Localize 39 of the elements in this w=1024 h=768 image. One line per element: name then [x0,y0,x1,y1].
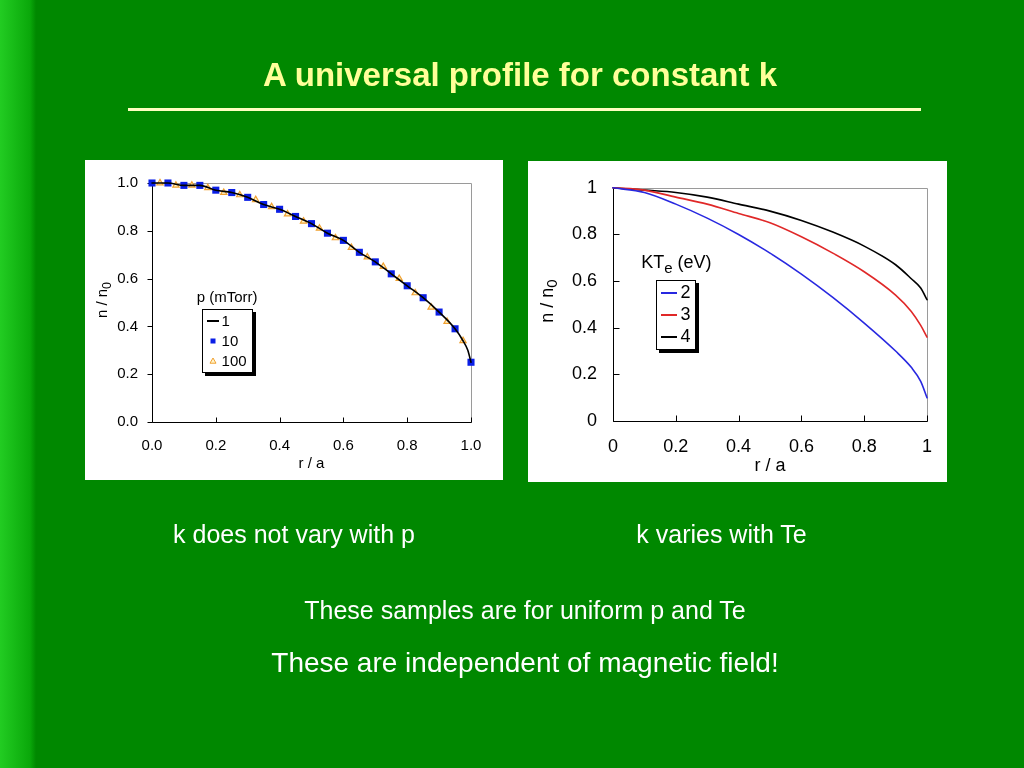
x-tick-label: 0.6 [788,435,814,456]
y-tick-label: 1 [586,176,597,197]
y-tick-label: 0.2 [117,364,138,382]
text: k varies with Te [636,519,807,549]
y-tick-label: 0.6 [117,268,138,286]
legend-title: KT$_{e}$ (eV) [641,252,712,277]
text: These are independent of magnetic field! [271,646,779,680]
x-tick-label: 0.6 [332,436,354,454]
legend-label: 3 [680,304,691,326]
x-tick-label: 0.4 [269,436,291,454]
x-tick-label: 0.0 [141,436,163,454]
y-tick-label: 0.8 [571,223,597,244]
x-tick-label: 0.8 [396,436,418,454]
x-tick-label: 0.2 [205,436,227,454]
x-tick-label: 0.2 [663,435,689,456]
y-tick-label: 0.4 [571,316,597,337]
legend-label: 100 [221,352,247,370]
x-axis-title: r / a [298,454,325,472]
x-tick-label: 1.0 [460,436,482,454]
x-tick-label: 0.8 [851,435,877,456]
y-tick-label: 0.0 [117,412,138,430]
y-tick-label: 1.0 [117,173,138,191]
legend-label: 10 [221,332,239,350]
y-tick-label: 0.2 [571,363,597,384]
text: These samples are for uniform p and Te [304,595,746,625]
text: k does not vary with p [173,519,415,549]
y-tick-label: 0.4 [117,316,138,334]
text: A universal profile for constant k [262,55,778,95]
y-tick-label: 0.8 [117,220,138,238]
x-tick-label: 0.4 [726,435,752,456]
x-tick-label: 1 [921,435,932,456]
legend-label: 2 [680,282,691,304]
x-tick-label: 0 [607,435,619,456]
legend-label: 4 [680,326,691,348]
x-axis-title: r / a [754,455,786,477]
legend-label: 1 [221,312,230,330]
y-tick-label: 0 [586,409,597,430]
legend-title: p (mTorr) [196,287,258,306]
y-tick-label: 0.6 [571,270,597,291]
